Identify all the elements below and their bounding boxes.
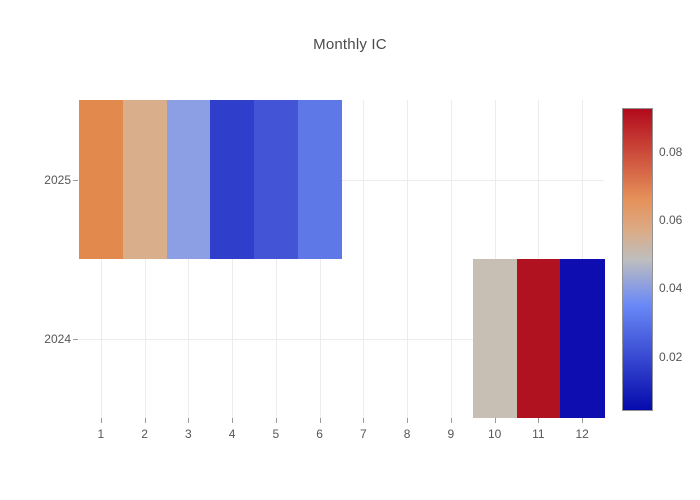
x-tick-label: 1 [97,427,105,441]
x-tick-mark [450,418,452,423]
x-gridline [363,100,365,418]
heatmap-cell-2025-4[interactable] [210,100,255,259]
heatmap-cell-2024-12[interactable] [560,259,605,418]
x-gridline [144,100,146,418]
heatmap-cell-2025-5[interactable] [254,100,299,259]
colorbar-tick-label: 0.08 [659,145,683,160]
x-tick-mark [363,418,365,423]
x-tick-label: 10 [487,427,502,441]
x-gridline [100,100,102,418]
x-tick-label: 9 [447,427,455,441]
x-tick-label: 11 [532,427,545,441]
x-tick-label: 7 [360,427,367,441]
heatmap-cell-2025-6[interactable] [297,100,342,259]
x-gridline [275,100,277,418]
x-tick-mark [538,418,540,423]
x-gridline [407,100,409,418]
x-tick-mark [319,418,321,423]
colorbar-tick-label: 0.04 [659,281,683,296]
x-tick-mark [232,418,234,423]
heatmap-cell-2025-2[interactable] [122,100,167,259]
y-tick-mark [73,338,78,340]
x-tick-label: 2 [141,427,148,441]
heatmap-cell-2025-1[interactable] [79,100,124,259]
heatmap-cell-2024-10[interactable] [472,259,517,418]
y-tick-label: 2024 [44,331,71,346]
colorbar-tick-label: 0.02 [659,349,683,364]
heatmap-cell-2024-11[interactable] [516,259,561,418]
y-tick-label: 2025 [44,172,71,187]
x-tick-label: 3 [185,427,192,441]
x-tick-label: 8 [403,427,411,441]
x-tick-mark [494,418,496,423]
x-tick-mark [407,418,409,423]
x-gridline [188,100,190,418]
y-tick-mark [73,179,78,181]
x-gridline [319,100,321,418]
colorbar-tick-label: 0.06 [659,213,683,228]
x-tick-label: 4 [228,427,236,441]
x-tick-mark [275,418,277,423]
x-tick-mark [582,418,584,423]
heatmap-plot-area [79,100,605,418]
x-gridline [232,100,234,418]
x-tick-label: 12 [575,427,589,441]
x-tick-mark [188,418,190,423]
y-gridline [79,338,604,340]
x-tick-label: 5 [272,427,280,441]
colorbar [622,108,653,411]
x-tick-mark [100,418,102,423]
x-gridline [450,100,452,418]
x-tick-mark [144,418,146,423]
x-tick-label: 6 [316,427,323,441]
heatmap-cell-2025-3[interactable] [166,100,211,259]
chart-title: Monthly IC [313,36,387,53]
